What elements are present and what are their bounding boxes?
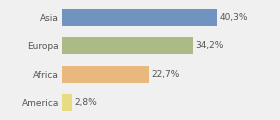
Bar — [62, 94, 72, 111]
Text: 22,7%: 22,7% — [151, 70, 180, 79]
Text: 2,8%: 2,8% — [75, 98, 97, 107]
Bar — [62, 66, 149, 83]
Text: 40,3%: 40,3% — [219, 13, 248, 22]
Bar — [62, 9, 217, 26]
Bar — [62, 37, 193, 54]
Text: 34,2%: 34,2% — [195, 41, 224, 50]
